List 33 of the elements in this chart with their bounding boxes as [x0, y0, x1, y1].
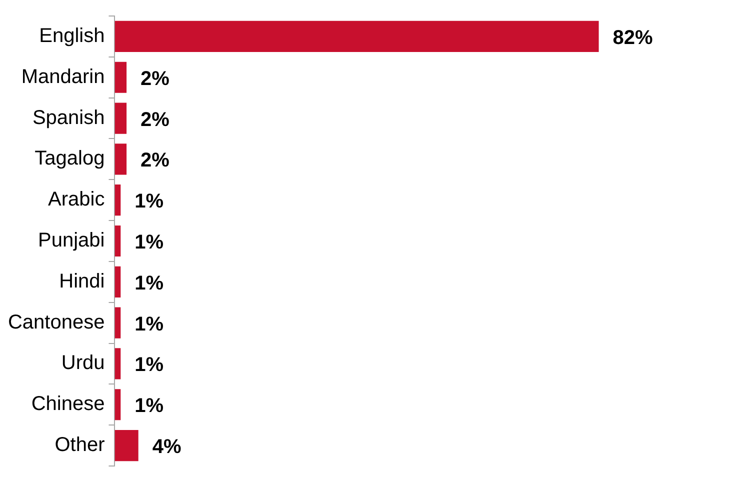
bar: [114, 144, 127, 175]
bar: [114, 225, 121, 257]
bar: [114, 307, 121, 338]
y-tick-label: Tagalog: [34, 148, 105, 170]
bar: [114, 184, 121, 216]
bar: [114, 20, 599, 52]
data-label: 2%: [140, 108, 170, 131]
data-label: 82%: [612, 26, 654, 49]
data-label: 1%: [134, 190, 164, 213]
y-tick-label: Punjabi: [38, 230, 105, 252]
bar: [114, 266, 121, 298]
y-tick-label: English: [39, 24, 105, 47]
bar: [114, 389, 121, 420]
bar: [114, 102, 127, 134]
y-tick-label: Arabic: [48, 188, 105, 211]
y-tick-label: Other: [54, 434, 106, 456]
y-tick-label: Urdu: [61, 352, 105, 374]
data-label: 1%: [134, 354, 164, 376]
data-label: 2%: [140, 68, 170, 90]
data-label: 1%: [134, 272, 164, 294]
data-label: 1%: [134, 313, 164, 336]
y-tick-label: Hindi: [59, 270, 105, 292]
data-label: 1%: [134, 395, 164, 418]
data-label: 4%: [152, 436, 182, 458]
bar: [114, 430, 138, 462]
data-label: 2%: [140, 150, 170, 172]
y-tick-label: Chinese: [31, 393, 105, 416]
data-label: 1%: [134, 232, 164, 254]
y-tick-label: Spanish: [32, 106, 105, 129]
bar: [114, 348, 121, 380]
y-tick-label: Cantonese: [8, 311, 105, 334]
y-tick-label: Mandarin: [21, 66, 105, 88]
bar: [114, 62, 127, 93]
